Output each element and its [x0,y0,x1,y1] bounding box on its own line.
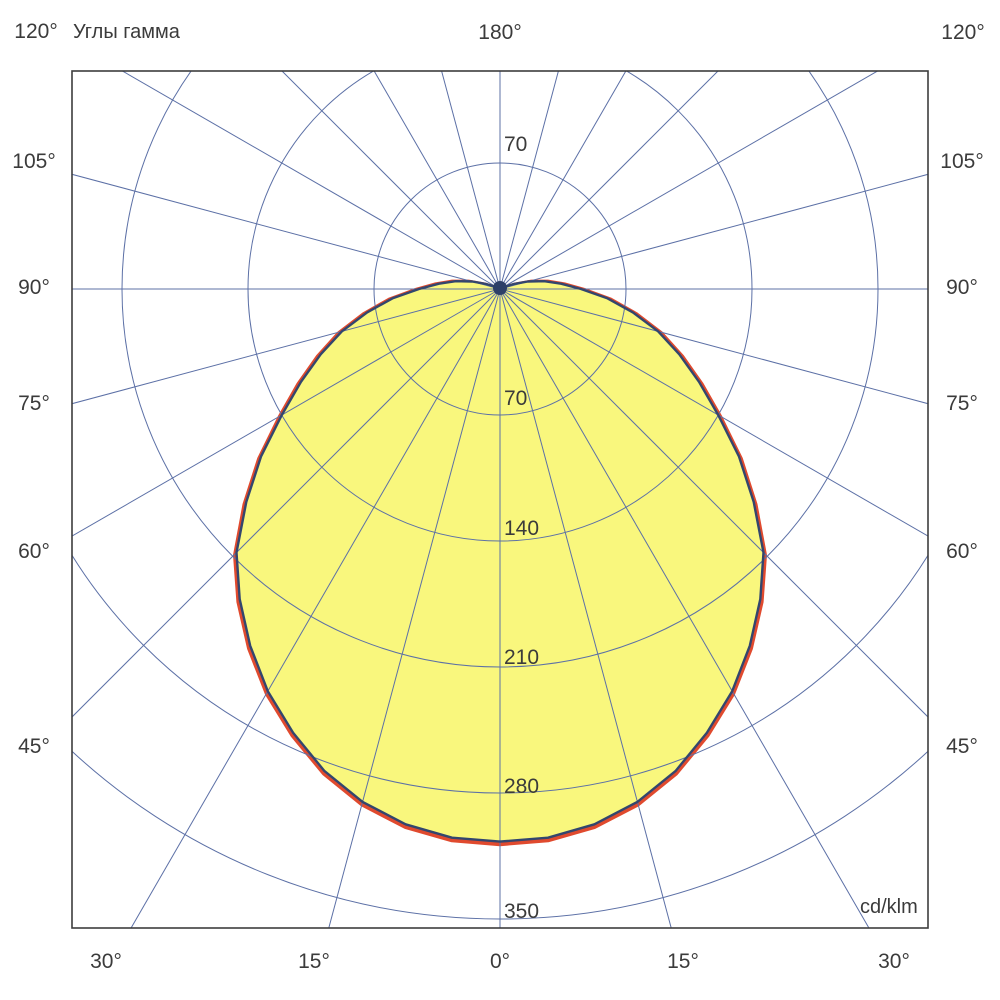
angle-label-left-45: 45° [18,735,50,758]
angle-label-right-105: 105° [940,150,984,173]
gamma-ray-line [72,288,501,537]
gamma-ray-line [72,288,501,718]
angle-label-top-left: 120° [14,20,58,43]
angle-label-right-45: 45° [946,735,978,758]
gamma-ray-line [499,288,870,928]
gamma-ray-line [499,71,879,290]
gamma-ray-line [499,71,627,290]
blue-intensity-curve [235,280,765,843]
angle-label-left-105: 105° [12,150,56,173]
gamma-ray-line [499,173,928,290]
gamma-ray-line [328,288,501,928]
radial-tick-280: 280 [504,775,540,798]
chart-frame [71,70,929,929]
gamma-ray-line [281,71,501,290]
radial-tick-70-top: 70 [504,133,528,156]
gamma-ray-line [499,288,672,928]
angle-label-bottom-0: 0° [489,950,511,973]
gamma-ray-line [441,71,501,290]
gamma-ray-line [72,173,501,290]
gamma-ray-line [499,288,928,718]
angle-label-left-60: 60° [18,540,50,563]
angle-label-bottom-15l: 15° [298,950,330,973]
angle-label-top-center: 180° [478,21,522,44]
gamma-ray-line [121,71,501,290]
angle-label-top-right: 120° [941,21,985,44]
gamma-ray-line [72,288,501,405]
radial-tick-70: 70 [504,387,528,410]
angle-label-right-75: 75° [946,392,978,415]
radial-tick-210: 210 [504,646,540,669]
unit-label: cd/klm [860,896,918,918]
gamma-ray-line [499,71,719,290]
gamma-ray-line [373,71,501,290]
gamma-ray-line [130,288,501,928]
angle-label-right-60: 60° [946,540,978,563]
gamma-ray-line [499,288,928,537]
angle-label-right-90: 90° [946,276,978,299]
angle-label-bottom-30r: 30° [878,950,910,973]
center-dot [493,281,507,295]
blue-curve-path [235,280,765,843]
chart-title: Углы гамма [73,21,180,43]
angle-label-bottom-15r: 15° [667,950,699,973]
angle-label-bottom-30l: 30° [90,950,122,973]
angle-label-left-90: 90° [18,276,50,299]
polar-center-dot [493,281,507,295]
gamma-ray-line [499,71,559,290]
gamma-ray-line [499,288,928,405]
angle-label-left-75: 75° [18,392,50,415]
radial-tick-140: 140 [504,517,540,540]
radial-tick-350: 350 [504,900,540,923]
